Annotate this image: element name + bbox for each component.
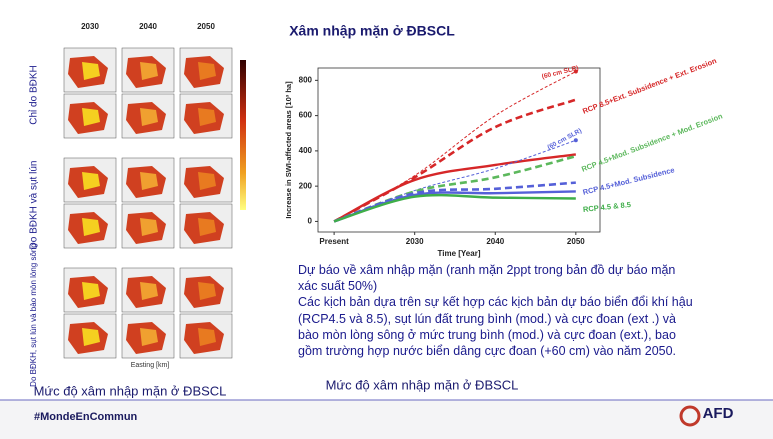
- logo-ring: [679, 405, 701, 427]
- description-line: Dự báo về xâm nhập mặn (ranh mặn 2ppt tr…: [298, 263, 676, 277]
- y-axis-label: Increase in SWI-affected areas [10³ ha]: [284, 81, 293, 219]
- map-salinity: [198, 282, 216, 300]
- caption: Mức độ xâm nhập mặn ở ĐBSCL: [326, 377, 519, 392]
- map-salinity: [82, 62, 100, 80]
- map-column-header: 2050: [197, 22, 215, 31]
- description-line: Các kịch bản dựa trên sự kết hợp các kịc…: [298, 295, 693, 310]
- map-salinity: [140, 172, 158, 190]
- series-label: RCP 4.5+Mod. Subsidence: [582, 165, 676, 197]
- map-panel: 2030 2040 2050 Chỉ do BĐKH Do BĐKH và sụt lú…: [28, 22, 246, 387]
- description-line: (RCP4.5 và 8.5), sụt lún đất trung bình …: [298, 311, 676, 326]
- map-salinity: [140, 108, 158, 126]
- map-salinity: [140, 62, 158, 80]
- series-line: [333, 193, 576, 223]
- colorbar: [240, 60, 246, 210]
- end-marker: [573, 69, 578, 74]
- series-label: RCP 8.5+Ext. Subsidence + Ext. Erosion: [581, 56, 718, 116]
- footer-band: [0, 400, 773, 439]
- map-salinity: [82, 172, 100, 190]
- map-salinity: [82, 218, 100, 236]
- map-salinity: [82, 282, 100, 300]
- map-salinity: [82, 108, 100, 126]
- description: Dự báo về xâm nhập mặn (ranh mặn 2ppt tr…: [298, 262, 693, 359]
- series-label: RCP 4.5+Mod. Subsidence + Mod. Erosion: [580, 111, 724, 173]
- map-salinity: [198, 172, 216, 190]
- x-tick-label: 2040: [486, 237, 504, 246]
- description-line: gồm trường hợp nước biển dâng cực đoan (…: [298, 344, 677, 359]
- logo: AFD: [703, 405, 734, 422]
- series-label: (60 cm SLR): [541, 65, 579, 81]
- slide-title: Xâm nhập mặn ở ĐBSCL: [289, 23, 455, 39]
- series-label: RCP 4.5 & 8.5: [582, 200, 631, 214]
- series-line: [333, 153, 576, 223]
- y-tick-label: 200: [299, 181, 313, 190]
- x-tick-label: Present: [319, 237, 349, 246]
- x-axis-label: Time [Year]: [438, 249, 481, 258]
- map-row-label: Do BĐKH và sụt lún: [29, 161, 40, 250]
- map-column-header: 2040: [139, 22, 157, 31]
- end-marker: [573, 138, 578, 143]
- map-salinity: [140, 282, 158, 300]
- hashtag: #MondeEnCommun: [34, 411, 138, 423]
- map-salinity: [140, 328, 158, 346]
- map-salinity: [198, 218, 216, 236]
- x-tick-label: 2050: [567, 237, 585, 246]
- map-x-label: Easting [km]: [131, 362, 170, 369]
- map-row-label: Chỉ do BĐKH: [28, 65, 40, 124]
- plot-frame: [317, 67, 601, 233]
- y-tick-label: 0: [308, 217, 313, 226]
- map-salinity: [140, 218, 158, 236]
- map-row-label: Do BĐKH, sụt lún và bào mòn lòng sông: [29, 243, 38, 387]
- map-caption: Mức độ xâm nhập mặn ở ĐBSCL: [34, 383, 227, 398]
- map-salinity: [198, 108, 216, 126]
- map-salinity: [82, 328, 100, 346]
- series-line: [333, 98, 577, 223]
- map-column-header: 2030: [81, 22, 99, 31]
- description-line: xác suất 50%): [298, 279, 378, 294]
- line-chart: 0 200 400 600 800 Present 2030 2040 2050 Time [Ye…: [284, 56, 724, 258]
- x-tick-label: 2030: [406, 237, 424, 246]
- y-tick-label: 600: [299, 111, 313, 120]
- map-salinity: [198, 62, 216, 80]
- y-tick-label: 800: [299, 75, 313, 84]
- map-salinity: [198, 328, 216, 346]
- y-tick-label: 400: [299, 146, 313, 155]
- description-line: bào mòn lòng sông ở mức trung bình (mod.…: [298, 327, 676, 342]
